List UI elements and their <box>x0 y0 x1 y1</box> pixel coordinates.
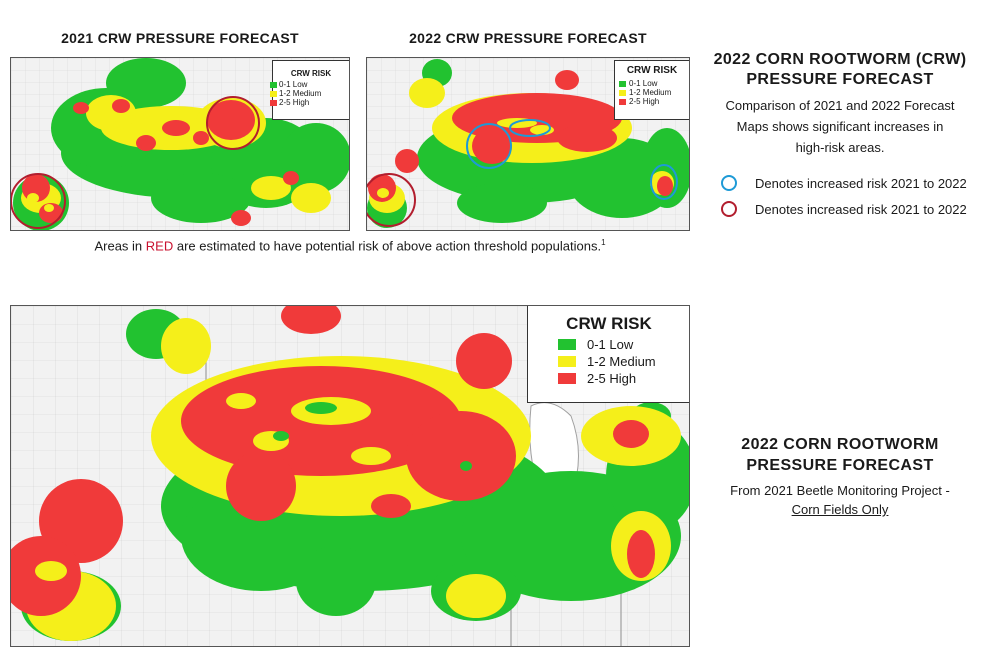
map-2022-blue-circle-1 <box>466 123 512 169</box>
corn-fields-only-link[interactable]: Corn Fields Only <box>791 502 889 517</box>
map-2021-red-circle-2 <box>11 173 66 229</box>
map-2022-legend-title: CRW RISK <box>626 65 678 76</box>
forecast-2022-subtitle: From 2021 Beetle Monitoring Project - <box>730 483 950 498</box>
map-2022-blue-circle-2 <box>509 119 551 137</box>
map-2021-legend-low: 0-1 Low <box>270 80 349 89</box>
map-2021-legend-title: CRW RISK <box>290 69 332 78</box>
comparison-description: Comparison of 2021 and 2022 Forecast Map… <box>725 98 955 155</box>
map-2022-legend-medium: 1-2 Medium <box>619 88 689 97</box>
large-map: CRW RISK 0-1 Low 1-2 Medium 2-5 High <box>10 305 690 647</box>
map-2022-blue-circle-3 <box>650 164 678 200</box>
red-word: RED <box>145 238 174 254</box>
key-blue: Denotes increased risk 2021 to 2022 <box>721 175 967 191</box>
comparison-title: 2022 CORN ROOTWORM (CRW) PRESSURE FORECA… <box>713 51 967 88</box>
map-2022-legend-low: 0-1 Low <box>619 79 689 88</box>
map-2022-legend: CRW RISK 0-1 Low 1-2 Medium 2-5 High <box>614 60 689 120</box>
blue-circle-icon <box>721 175 737 191</box>
map-2022-legend-high: 2-5 High <box>619 97 689 106</box>
map-2022-title: 2022 CRW PRESSURE FORECAST <box>409 30 647 46</box>
large-map-legend-medium: 1-2 Medium <box>558 354 689 369</box>
large-map-legend: CRW RISK 0-1 Low 1-2 Medium 2-5 High <box>527 306 689 403</box>
map-2021-legend-high: 2-5 High <box>270 98 349 107</box>
large-map-legend-high: 2-5 High <box>558 371 689 386</box>
map-2021-legend: CRW RISK 0-1 Low 1-2 Medium 2-5 High <box>270 60 349 120</box>
red-circle-icon <box>721 201 737 217</box>
large-map-legend-title: CRW RISK <box>566 314 652 333</box>
map-2021-title: 2021 CRW PRESSURE FORECAST <box>61 30 299 46</box>
map-2022-red-circle <box>367 173 416 227</box>
map-2021: CRW RISK 0-1 Low 1-2 Medium 2-5 High <box>10 57 350 231</box>
key-red: Denotes increased risk 2021 to 2022 <box>721 201 967 217</box>
map-2021-red-circle-1 <box>206 96 260 150</box>
risk-caption: Areas in RED are estimated to have poten… <box>94 238 606 254</box>
large-map-legend-low: 0-1 Low <box>558 337 689 352</box>
map-2021-legend-medium: 1-2 Medium <box>270 89 349 98</box>
forecast-2022-title: 2022 CORN ROOTWORM PRESSURE FORECAST <box>741 436 939 474</box>
footnote-marker: 1 <box>601 238 606 247</box>
large-map-svg <box>11 306 689 646</box>
map-2022: CRW RISK 0-1 Low 1-2 Medium 2-5 High <box>366 57 690 231</box>
